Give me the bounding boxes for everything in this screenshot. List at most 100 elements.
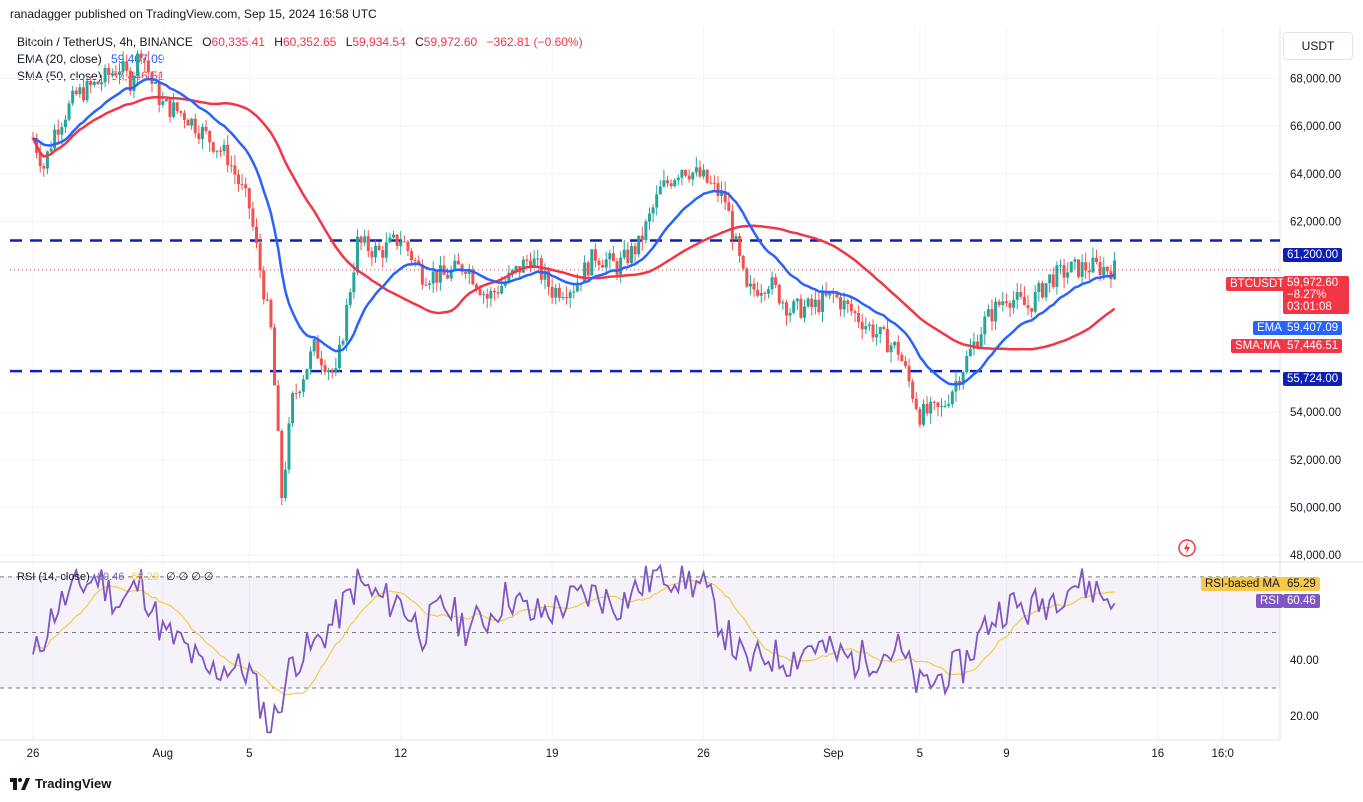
candle-body bbox=[200, 126, 204, 140]
time-tick-label: 16 bbox=[1151, 748, 1164, 760]
candle-body bbox=[262, 270, 266, 300]
candle-body bbox=[92, 81, 96, 85]
candle-body bbox=[676, 177, 680, 181]
candle-body bbox=[965, 356, 969, 373]
candle-body bbox=[529, 260, 533, 268]
candle-body bbox=[482, 294, 486, 296]
candle-body bbox=[280, 430, 284, 499]
candle-body bbox=[979, 334, 983, 347]
candle-body bbox=[885, 328, 889, 353]
candle-body bbox=[723, 191, 727, 203]
candle-body bbox=[283, 469, 287, 499]
candle-body bbox=[990, 309, 994, 322]
candle-body bbox=[536, 258, 540, 260]
candle-body bbox=[373, 245, 377, 258]
candle-body bbox=[647, 213, 651, 222]
candle-body bbox=[67, 103, 71, 120]
candle-body bbox=[622, 249, 626, 258]
candle-body bbox=[474, 284, 478, 289]
price-tick-label: 48,000.00 bbox=[1290, 550, 1341, 562]
candle-body bbox=[182, 112, 186, 120]
candle-body bbox=[334, 368, 338, 372]
candle-body bbox=[370, 251, 374, 258]
candle-body bbox=[179, 111, 183, 113]
ema-value-tag: 59,407.09 bbox=[1283, 321, 1343, 335]
candle-body bbox=[255, 226, 259, 244]
candle-body bbox=[936, 402, 940, 407]
candle-body bbox=[1073, 259, 1077, 262]
candle-body bbox=[215, 150, 219, 152]
candle-body bbox=[1095, 257, 1099, 262]
axis-text: 68,000.00 66,000.00 64,000.00 62,000.00 54,0… bbox=[27, 73, 1342, 760]
candle-body bbox=[640, 235, 644, 241]
candle-body bbox=[413, 260, 417, 262]
price-tick-label: 62,000.00 bbox=[1290, 216, 1341, 228]
price-tick-label: 50,000.00 bbox=[1290, 503, 1341, 515]
candle-body bbox=[157, 81, 161, 105]
candle-body bbox=[381, 250, 385, 258]
symbol-legend[interactable]: Bitcoin / TetherUS, 4h, BINANCE O60,335.… bbox=[17, 35, 583, 49]
candle-body bbox=[168, 99, 172, 117]
candle-body bbox=[399, 241, 403, 247]
candle-body bbox=[128, 70, 132, 92]
candle-body bbox=[269, 299, 273, 328]
last-price: 59,972.60 bbox=[1287, 277, 1339, 289]
candle-body bbox=[420, 264, 424, 285]
candle-body bbox=[921, 403, 925, 425]
candle-body bbox=[655, 194, 659, 208]
candle-body bbox=[1055, 265, 1059, 287]
rsi-legend[interactable]: RSI (14, close) 60.46 65.29 ∅ ∅ ∅ ∅ bbox=[17, 570, 214, 583]
candle-body bbox=[712, 182, 716, 184]
candle-body bbox=[1012, 299, 1016, 308]
tradingview-brand[interactable]: TradingView bbox=[10, 776, 111, 791]
candle-body bbox=[485, 294, 489, 299]
candle-body bbox=[543, 270, 547, 280]
candle-body bbox=[1069, 261, 1073, 273]
candle-body bbox=[507, 272, 511, 282]
candle-body bbox=[377, 245, 381, 251]
candle-body bbox=[251, 208, 255, 227]
currency-button[interactable]: USDT bbox=[1283, 32, 1353, 60]
candle-body bbox=[813, 299, 817, 308]
candle-body bbox=[460, 264, 464, 272]
candle-body bbox=[550, 286, 554, 298]
candle-body bbox=[197, 133, 201, 140]
candle-body bbox=[309, 351, 313, 369]
ema-legend-label: EMA (20, close) bbox=[17, 52, 102, 66]
candle-body bbox=[305, 368, 309, 380]
price-tick-label: 68,000.00 bbox=[1290, 73, 1341, 85]
candle-body bbox=[738, 236, 742, 256]
candle-body bbox=[575, 282, 579, 292]
candle-body bbox=[143, 58, 147, 61]
candle-body bbox=[175, 102, 179, 112]
rsi-legend-value: 60.46 bbox=[96, 571, 125, 583]
candle-body bbox=[319, 358, 323, 366]
candle-body bbox=[730, 211, 734, 240]
candle-body bbox=[118, 71, 122, 75]
candle-body bbox=[193, 118, 197, 134]
candle-body bbox=[417, 260, 421, 265]
candle-body bbox=[410, 250, 414, 261]
candle-body bbox=[222, 144, 226, 152]
alert-flash-icon[interactable] bbox=[1178, 539, 1196, 557]
candle-body bbox=[287, 423, 291, 470]
ohlc-close: 59,972.60 bbox=[423, 35, 478, 49]
ma-lines bbox=[31, 77, 1116, 386]
candle-body bbox=[337, 344, 341, 369]
candle-body bbox=[698, 167, 702, 177]
candle-body bbox=[925, 403, 929, 414]
candle-body bbox=[103, 67, 107, 83]
candle-body bbox=[842, 300, 846, 310]
sma-name-tag: SMA:MA bbox=[1231, 339, 1285, 353]
candle-body bbox=[99, 82, 103, 85]
candles bbox=[31, 49, 1117, 506]
candle-body bbox=[770, 277, 774, 290]
candle-body bbox=[795, 298, 799, 302]
candle-body bbox=[431, 271, 435, 284]
candle-body bbox=[673, 180, 677, 187]
candle-body bbox=[154, 81, 158, 84]
candle-body bbox=[629, 246, 633, 264]
candle-body bbox=[932, 401, 936, 403]
candle-body bbox=[1037, 283, 1041, 292]
